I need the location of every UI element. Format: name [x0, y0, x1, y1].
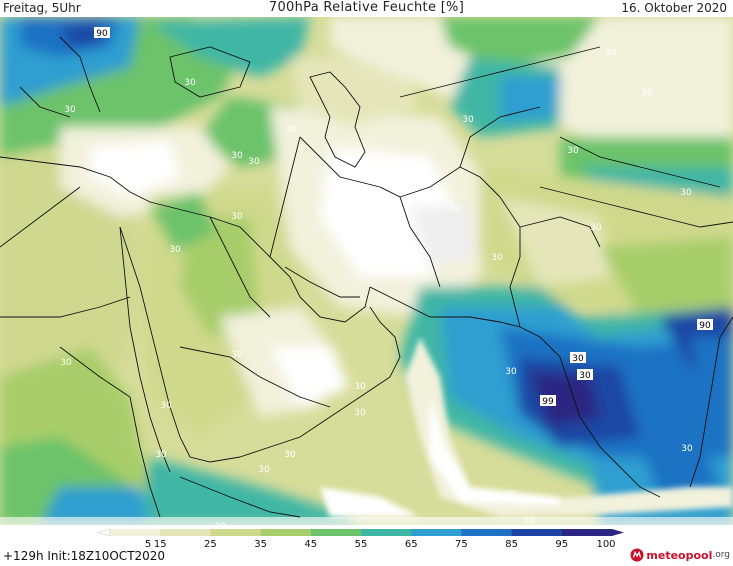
legend-color-swatch: [160, 529, 211, 536]
legend-tick-label: 35: [254, 539, 267, 548]
country-borders: [0, 36, 733, 518]
color-legend: 5 15 25 35 45 55 65 75 85 95 100: [97, 528, 624, 548]
contour-label: 30: [64, 105, 76, 115]
humidity-fill: [0, 17, 733, 525]
legend-color-swatch: [411, 529, 462, 536]
meteopool-logo: meteopool .org: [630, 546, 730, 564]
contour-label: 30: [680, 188, 692, 198]
legend-tick-label: 65: [405, 539, 418, 548]
brand-name: meteopool: [646, 548, 713, 562]
contour-label: 30: [248, 157, 260, 167]
legend-tick-label: 75: [455, 539, 468, 548]
valid-time-label: Freitag, 5Uhr: [3, 1, 81, 15]
contour-label: 30: [184, 78, 196, 88]
contour-label: 30: [284, 450, 296, 460]
legend-tick-label: 55: [355, 539, 368, 548]
contour-label: 30: [523, 516, 535, 525]
legend-tick-label: 100: [596, 539, 615, 548]
legend-color-swatch: [461, 529, 513, 536]
legend-tick-labels: 5 15 25 35 45 55 65 75 85 95 100: [145, 539, 616, 548]
contour-label: 30: [567, 146, 579, 156]
legend-color-swatch: [210, 529, 262, 536]
contour-label: 30: [258, 465, 270, 475]
contour-label: 90: [699, 321, 711, 331]
legend-high-arrow: [612, 529, 624, 536]
meteopool-logo-icon: [630, 548, 644, 562]
contour-label: 30: [504, 490, 516, 500]
contour-label: 30: [155, 450, 167, 460]
contour-label: 30: [579, 371, 591, 381]
legend-color-swatch: [511, 529, 563, 536]
contour-label: 30: [462, 115, 474, 125]
contour-label: 30: [60, 358, 72, 368]
contour-label: 30: [590, 223, 602, 233]
contour-label: 30: [681, 444, 693, 454]
contour-label: 30: [505, 367, 517, 377]
legend-tick-label: 5: [145, 539, 151, 548]
contour-label: 30: [572, 354, 584, 364]
dry-tongue: [320, 337, 733, 517]
humidity-map: 90 30 30 30 30 30 30 30 30 30 30 30 30 3…: [0, 17, 733, 525]
contour-label: 30: [641, 88, 653, 98]
legend-color-bar: [97, 528, 624, 537]
contour-labels: 90 30 30 30 30 30 30 30 30 30 30 30 30 3…: [60, 27, 713, 525]
contour-label: 30: [285, 125, 297, 135]
contour-label: 30: [231, 350, 243, 360]
legend-tick-label: 15: [154, 539, 167, 548]
contour-label: 90: [96, 29, 108, 39]
legend-tick-label: 25: [204, 539, 217, 548]
contour-label: 30: [231, 151, 243, 161]
legend-tick-label: 95: [555, 539, 568, 548]
legend-tick-label: 45: [304, 539, 317, 548]
legend-color-swatch: [561, 529, 613, 536]
contour-label: 30: [169, 245, 181, 255]
contour-label: 30: [354, 382, 366, 392]
contour-label: 99: [542, 397, 554, 407]
contour-label: 30: [354, 408, 366, 418]
map-title: 700hPa Relative Feuchte [%]: [268, 0, 465, 15]
legend-color-swatch: [110, 529, 161, 536]
legend-color-swatch: [260, 529, 312, 536]
valid-date-label: 16. Oktober 2020: [621, 1, 727, 15]
contour-label: 30: [160, 401, 172, 411]
legend-color-swatch: [310, 529, 362, 536]
legend-color-swatch: [361, 529, 412, 536]
contour-label: 30: [605, 48, 617, 58]
legend-low-arrow: [97, 528, 111, 537]
contour-label: 30: [449, 203, 461, 213]
contour-label: 30: [231, 212, 243, 222]
init-time-label: +129h Init:18Z10OCT2020: [3, 549, 166, 563]
legend-tick-label: 85: [505, 539, 518, 548]
contour-label: 30: [491, 253, 503, 263]
brand-tld: .org: [712, 550, 730, 560]
contour-label: 30: [214, 522, 226, 525]
